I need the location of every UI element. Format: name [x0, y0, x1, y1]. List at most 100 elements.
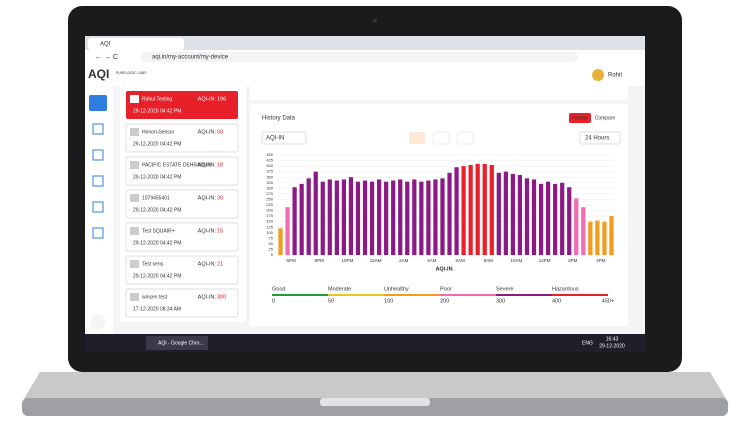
bar[interactable]	[503, 171, 508, 255]
device-card[interactable]	[126, 91, 238, 119]
device-card[interactable]	[125, 123, 239, 153]
device-card[interactable]	[125, 288, 239, 318]
bar[interactable]	[369, 181, 375, 255]
bar[interactable]	[306, 178, 311, 255]
x-tick-label: 4PM	[596, 258, 606, 263]
bar[interactable]	[595, 220, 600, 255]
bar[interactable]	[334, 180, 339, 255]
legend-swatch	[552, 294, 608, 296]
device-name: winsen test	[142, 294, 168, 300]
device-name: 1079455401	[142, 195, 170, 201]
device-time: 17-12-2020 08:34 AM	[133, 306, 181, 312]
nav-apps[interactable]	[92, 227, 104, 239]
bar[interactable]	[341, 179, 347, 255]
nav-map[interactable]	[92, 201, 104, 213]
bar[interactable]	[398, 179, 403, 255]
bar[interactable]	[560, 182, 565, 255]
range-select[interactable]	[579, 131, 621, 145]
bar[interactable]	[574, 198, 579, 255]
address-bar[interactable]	[140, 52, 578, 62]
taskbar-window[interactable]	[146, 336, 208, 350]
bar-view[interactable]	[409, 132, 425, 144]
device-aqi-label: AQI-IN:	[198, 96, 217, 102]
bar[interactable]	[285, 207, 290, 255]
metric-select[interactable]	[261, 131, 307, 145]
url: aqi.in/my-account/my-device	[152, 55, 229, 61]
bar[interactable]	[581, 207, 586, 255]
bar[interactable]	[553, 183, 558, 255]
tab[interactable]	[88, 38, 184, 50]
bar[interactable]	[588, 221, 593, 255]
bar[interactable]	[292, 187, 297, 255]
bar[interactable]	[391, 180, 396, 255]
bar[interactable]	[454, 167, 459, 255]
bar[interactable]	[433, 179, 438, 255]
history-tab[interactable]	[569, 113, 591, 123]
legend-value: 0	[272, 298, 275, 304]
bar[interactable]	[278, 228, 283, 255]
avatar[interactable]	[592, 69, 604, 81]
device-time: 29-12-2020 04:42 PM	[133, 174, 181, 180]
bar[interactable]	[376, 179, 382, 255]
bar[interactable]	[320, 181, 325, 255]
bar[interactable]	[468, 165, 473, 255]
device-card[interactable]	[125, 255, 239, 285]
device-aqi: 15	[217, 228, 223, 234]
bar[interactable]	[510, 173, 516, 255]
x-tick-label: 12PM	[539, 258, 551, 263]
bar[interactable]	[531, 179, 537, 255]
bar[interactable]	[405, 181, 410, 255]
bar[interactable]	[602, 221, 607, 255]
y-tick-label: 275	[266, 191, 273, 196]
bar[interactable]	[348, 177, 354, 255]
bar[interactable]	[419, 181, 424, 255]
bar[interactable]	[313, 171, 318, 255]
legend-swatch	[384, 294, 440, 296]
nav-next[interactable]	[90, 314, 106, 330]
bar[interactable]	[426, 180, 431, 255]
app-header	[85, 64, 645, 86]
bar[interactable]	[362, 180, 368, 255]
bar[interactable]	[461, 166, 466, 255]
legend-name: Moderate	[328, 286, 351, 292]
bar[interactable]	[567, 187, 572, 255]
bar[interactable]	[299, 183, 304, 255]
bar[interactable]	[609, 216, 614, 255]
device-aqi: 60	[217, 129, 223, 135]
bar[interactable]	[475, 163, 480, 255]
bar[interactable]	[545, 181, 551, 255]
bar[interactable]	[524, 178, 530, 255]
export[interactable]	[456, 131, 474, 145]
nav-device[interactable]	[89, 95, 107, 111]
bar[interactable]	[482, 163, 487, 255]
nav-buttons[interactable]: ← → C	[95, 54, 118, 61]
bar[interactable]	[517, 175, 523, 255]
history-tab-label: History	[572, 115, 588, 121]
x-tick-label: 2PM	[568, 258, 578, 263]
nav-chart[interactable]	[92, 175, 104, 187]
x-tick-label: 10PM	[342, 258, 354, 263]
bar[interactable]	[327, 179, 332, 255]
bar[interactable]	[538, 183, 544, 255]
legend-name: Hazardous	[552, 286, 579, 292]
nav-link[interactable]	[92, 149, 104, 161]
bar[interactable]	[384, 181, 389, 255]
bar[interactable]	[355, 181, 361, 255]
y-tick-label: 325	[266, 180, 273, 185]
compare-tab-label[interactable]: Compare	[595, 115, 616, 121]
y-tick-label: 150	[266, 219, 273, 224]
taskbar-time: 16:43	[606, 336, 619, 342]
user-name[interactable]: Rohit	[608, 73, 622, 79]
device-card[interactable]	[125, 222, 239, 252]
bar[interactable]	[412, 179, 417, 255]
bar[interactable]	[496, 172, 501, 255]
bar[interactable]	[440, 178, 445, 255]
bar[interactable]	[447, 172, 452, 255]
bar[interactable]	[489, 165, 494, 255]
device-card[interactable]	[125, 189, 239, 219]
device-name: Test sens	[142, 261, 164, 267]
nav-download[interactable]	[92, 123, 104, 135]
line-view[interactable]	[432, 131, 450, 145]
device-card[interactable]	[125, 156, 239, 186]
device-time: 29-12-2020 04:42 PM	[133, 141, 181, 147]
